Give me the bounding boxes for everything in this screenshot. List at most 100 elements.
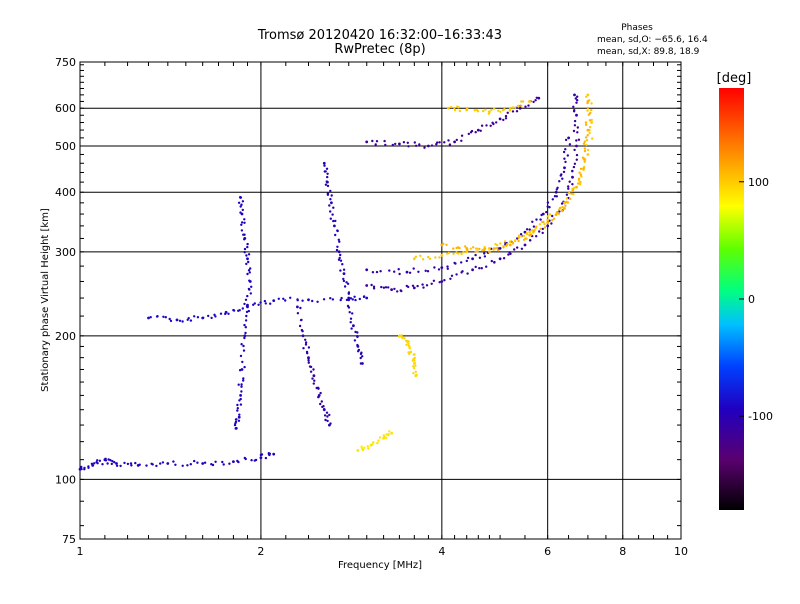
- data-point: [445, 243, 448, 246]
- trace-x-mode-upper-fragment: [446, 100, 532, 116]
- data-point: [196, 461, 199, 464]
- data-point: [242, 379, 245, 382]
- data-point: [529, 239, 532, 242]
- data-point: [464, 245, 467, 248]
- data-point: [304, 341, 308, 344]
- data-point: [583, 140, 586, 143]
- data-point: [241, 200, 245, 203]
- data-point: [360, 445, 363, 448]
- data-point: [352, 324, 355, 328]
- data-point: [316, 300, 319, 303]
- trace-f2-x-mode-trace: [412, 93, 594, 261]
- data-point: [181, 464, 184, 467]
- y-tick-label: 300: [55, 246, 76, 259]
- data-point: [456, 246, 460, 249]
- data-point: [253, 302, 256, 305]
- data-point: [535, 235, 538, 238]
- data-point: [449, 277, 452, 280]
- data-point: [228, 462, 231, 465]
- data-point: [376, 441, 379, 445]
- data-point: [93, 462, 96, 465]
- data-point: [211, 463, 215, 467]
- data-point: [539, 227, 542, 231]
- data-point: [583, 149, 587, 153]
- data-point: [474, 253, 477, 257]
- x-tick-label: 6: [544, 545, 551, 558]
- data-point: [407, 145, 410, 148]
- data-point: [385, 436, 388, 439]
- data-point: [453, 106, 456, 110]
- data-point: [236, 409, 239, 412]
- data-point: [382, 434, 385, 437]
- data-point: [585, 136, 588, 139]
- data-point: [247, 253, 251, 256]
- data-point: [241, 208, 244, 212]
- data-point: [460, 261, 463, 264]
- data-point: [476, 128, 480, 132]
- data-point: [269, 302, 272, 305]
- data-point: [454, 262, 457, 265]
- data-point: [296, 305, 299, 309]
- data-point: [586, 106, 589, 110]
- data-point: [583, 160, 586, 163]
- data-point: [361, 362, 364, 365]
- data-point: [248, 271, 251, 274]
- data-point: [483, 252, 486, 255]
- data-point: [520, 247, 524, 250]
- data-point: [568, 180, 571, 183]
- data-point: [328, 423, 331, 427]
- data-point: [535, 96, 538, 100]
- grid-lines: [80, 62, 681, 539]
- data-point: [263, 299, 267, 303]
- data-point: [242, 377, 245, 380]
- data-point: [568, 197, 572, 201]
- data-point: [348, 311, 351, 314]
- data-point: [483, 248, 486, 252]
- data-point: [572, 129, 576, 133]
- data-point: [511, 110, 515, 113]
- data-point: [356, 449, 359, 452]
- data-point: [336, 229, 339, 233]
- data-point: [579, 183, 582, 186]
- data-point: [466, 256, 470, 260]
- data-point: [528, 100, 532, 103]
- data-point: [201, 462, 205, 465]
- data-point: [401, 336, 404, 340]
- data-point: [480, 267, 483, 270]
- data-point: [576, 126, 579, 129]
- data-point: [326, 193, 330, 196]
- y-tick-label: 75: [62, 533, 76, 546]
- data-point: [414, 364, 417, 367]
- data-point: [247, 309, 250, 313]
- data-point: [326, 415, 329, 418]
- data-point: [564, 160, 567, 164]
- data-point: [219, 312, 223, 315]
- data-point: [489, 124, 492, 128]
- data-point: [339, 253, 342, 257]
- data-point: [339, 269, 342, 272]
- data-point: [390, 288, 393, 291]
- data-point: [240, 212, 244, 216]
- data-point: [110, 462, 114, 466]
- data-point: [282, 297, 285, 300]
- data-point: [161, 461, 165, 464]
- data-point: [309, 370, 313, 373]
- data-point: [467, 132, 470, 136]
- data-point: [337, 238, 340, 241]
- data-point: [509, 252, 512, 255]
- data-point: [347, 296, 351, 300]
- data-point: [574, 97, 577, 100]
- data-point: [334, 233, 337, 237]
- data-point: [414, 370, 417, 373]
- data-point: [298, 324, 302, 328]
- data-point: [430, 144, 434, 147]
- data-point: [446, 267, 449, 270]
- data-point: [414, 255, 418, 258]
- data-point: [237, 383, 240, 386]
- data-point: [579, 173, 583, 176]
- data-point: [535, 218, 538, 221]
- data-point: [465, 108, 469, 112]
- data-point: [362, 295, 366, 299]
- data-point: [384, 286, 388, 289]
- data-point: [466, 272, 469, 275]
